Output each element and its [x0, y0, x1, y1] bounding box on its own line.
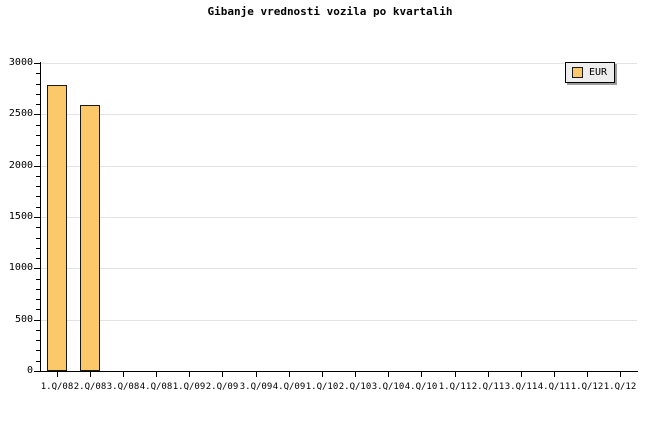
y-tick-minor: [36, 93, 40, 95]
y-tick-minor: [36, 206, 40, 208]
x-tick: [57, 372, 58, 377]
y-tick-minor: [36, 73, 40, 75]
x-axis-tick-label: 1.Q/08: [40, 382, 74, 392]
gridline: [40, 217, 637, 218]
bar: [46, 85, 67, 371]
y-tick-minor: [36, 329, 40, 331]
x-tick: [521, 372, 522, 377]
x-axis-tick-label: 1.Q/09: [172, 382, 206, 392]
x-axis-tick-label: 2.Q/10: [338, 382, 372, 392]
y-tick-minor: [36, 258, 40, 260]
y-tick-minor: [36, 104, 40, 106]
y-tick-minor: [36, 196, 40, 198]
x-axis-tick-label: 3.Q/08: [106, 382, 140, 392]
y-tick-minor: [36, 350, 40, 352]
y-tick-minor: [36, 309, 40, 311]
y-tick-minor: [36, 340, 40, 342]
y-axis-tick-label: 1000: [8, 262, 33, 274]
x-tick: [620, 372, 621, 377]
x-axis-tick-label: 2.Q/11: [471, 382, 505, 392]
x-tick: [488, 372, 489, 377]
y-tick-minor: [36, 227, 40, 229]
x-axis-tick-label: 4.Q/09: [272, 382, 306, 392]
y-axis-tick-label: 1500: [8, 211, 33, 222]
x-axis-tick-label: 1.Q/11: [438, 382, 472, 392]
x-axis-tick-label: 3.Q/10: [371, 382, 405, 392]
gridline: [40, 319, 637, 321]
x-tick: [554, 372, 555, 377]
x-tick: [222, 372, 223, 377]
x-tick: [156, 372, 157, 377]
y-tick-major: [34, 268, 40, 270]
x-tick: [455, 372, 456, 377]
y-tick-minor: [36, 124, 40, 126]
x-axis-tick-label: 1.Q/10: [305, 382, 339, 392]
gridline: [40, 165, 637, 167]
legend-label-eur: EUR: [589, 67, 608, 78]
y-tick-major: [34, 217, 40, 218]
x-axis-tick-label: 3.Q/09: [239, 382, 273, 392]
plot-area: [40, 63, 637, 371]
y-axis-tick-label: 0: [26, 365, 33, 376]
y-tick-major: [34, 371, 40, 372]
y-tick-minor: [36, 278, 40, 280]
y-axis-tick-label: 500: [14, 313, 33, 325]
y-tick-minor: [36, 175, 40, 177]
x-axis-line: [40, 371, 638, 372]
y-tick-minor: [36, 145, 40, 147]
x-axis-tick-label: 4.Q/11: [537, 382, 571, 392]
y-axis-labels: 0 500 1000 1500 2000 2500 3000: [0, 0, 33, 440]
x-tick: [123, 372, 124, 377]
chart-title: Gibanje vrednosti vozila po kvartalih: [207, 5, 453, 18]
y-tick-minor: [36, 288, 40, 290]
x-axis-tick-label: 1.Q/12: [570, 382, 604, 392]
chart-legend[interactable]: EUR: [565, 62, 616, 83]
x-tick: [256, 372, 257, 377]
y-tick-minor: [36, 247, 40, 249]
x-axis-tick-label: 2.Q/09: [205, 382, 239, 392]
x-tick: [587, 372, 588, 377]
x-tick: [322, 372, 323, 377]
gridline: [40, 114, 637, 116]
y-tick-minor: [36, 134, 40, 136]
y-tick-minor: [36, 155, 40, 157]
x-tick: [90, 372, 91, 377]
y-tick-minor: [36, 83, 40, 85]
x-axis-tick-label: 4.Q/08: [139, 382, 173, 392]
x-axis-tick-label: 2.Q/08: [73, 382, 107, 392]
y-tick-minor: [36, 186, 40, 188]
x-tick: [189, 372, 190, 377]
gridline: [40, 268, 637, 270]
bar: [79, 105, 100, 371]
y-tick-major: [34, 63, 40, 64]
x-tick: [355, 372, 356, 377]
y-tick-major: [34, 319, 40, 321]
x-axis-tick-label: 4.Q/10: [404, 382, 438, 392]
y-tick-minor: [36, 360, 40, 362]
y-axis-tick-label: 2000: [8, 159, 33, 171]
y-tick-minor: [36, 237, 40, 239]
legend-swatch-eur: [572, 67, 583, 78]
x-axis-tick-label: 1.Q/12: [603, 382, 637, 392]
gridline: [40, 63, 637, 64]
x-tick: [289, 372, 290, 377]
y-axis-line: [40, 62, 41, 372]
y-axis-tick-label: 3000: [8, 57, 33, 68]
y-tick-major: [34, 114, 40, 116]
x-tick: [388, 372, 389, 377]
x-axis-tick-label: 3.Q/11: [504, 382, 538, 392]
y-tick-minor: [36, 299, 40, 301]
y-tick-major: [34, 165, 40, 167]
y-axis-tick-label: 2500: [8, 108, 33, 120]
x-tick: [421, 372, 422, 377]
